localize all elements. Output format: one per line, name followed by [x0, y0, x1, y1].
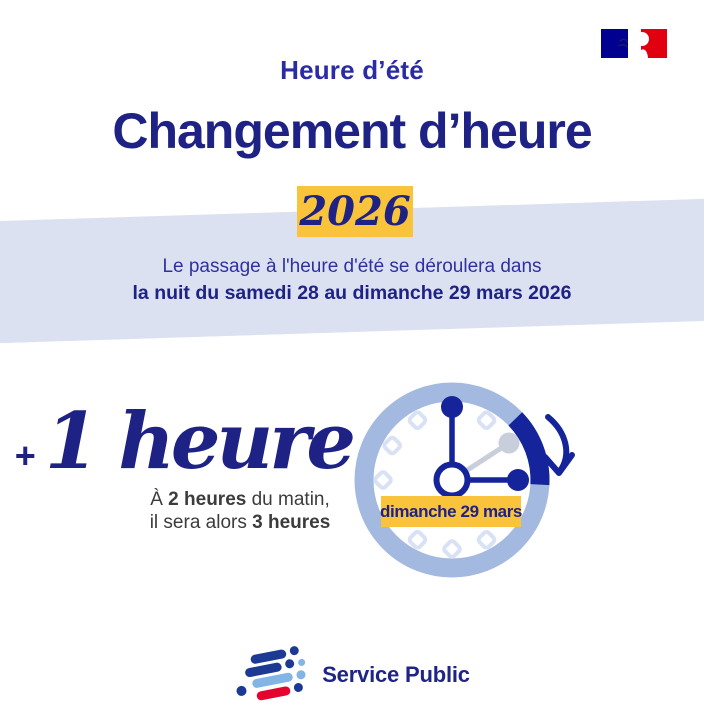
banner-text: Le passage à l'heure d'été se déroulera …: [0, 253, 704, 307]
shift-amount-text: 1 heure: [44, 396, 356, 487]
page-title: Changement d’heure: [112, 103, 592, 159]
clockwise-arrow-icon: [542, 414, 575, 476]
plus-sign: +: [14, 435, 36, 476]
clock-ring-segment: [508, 412, 550, 486]
brand-name: Service Public: [322, 662, 470, 687]
french-government-flag-icon: [601, 29, 667, 59]
marianne-flag-icon: [601, 29, 667, 58]
kicker-heading: Heure d’été: [280, 55, 424, 85]
date-label: dimanche 29 mars: [380, 496, 522, 527]
clock-icon: [354, 382, 575, 578]
banner-line-1: Le passage à l'heure d'été se déroulera …: [162, 256, 542, 277]
clock-center-pivot: [433, 461, 471, 499]
time-shift-detail: À 2 heures du matin, il sera alors 3 heu…: [100, 488, 352, 534]
year-badge: 2026: [297, 186, 413, 237]
service-public-logo-icon: [230, 643, 312, 706]
time-shift-amount: + 1 heure: [15, 402, 356, 482]
footer-brand: Service Public: [0, 645, 704, 705]
detail-line-1: À 2 heures du matin,: [150, 489, 330, 510]
time-shift-block: + 1 heure À 2 heures du matin, il sera a…: [15, 402, 356, 534]
banner-line-2: la nuit du samedi 28 au dimanche 29 mars…: [132, 282, 572, 304]
detail-line-2: il sera alors 3 heures: [149, 512, 331, 533]
clock-illustration: [340, 370, 580, 594]
